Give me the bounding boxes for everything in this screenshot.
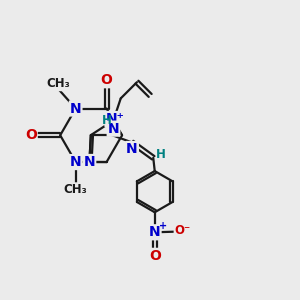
Text: N: N	[126, 142, 138, 156]
Text: N: N	[149, 225, 161, 239]
Text: N⁺: N⁺	[105, 112, 124, 126]
Text: CH₃: CH₃	[46, 77, 70, 90]
Text: N: N	[70, 101, 82, 116]
Text: O: O	[25, 128, 37, 142]
Text: O: O	[100, 73, 112, 87]
Text: +: +	[159, 221, 167, 231]
Text: O: O	[149, 249, 161, 263]
Text: N: N	[70, 155, 82, 169]
Text: O⁻: O⁻	[175, 224, 191, 237]
Text: N: N	[108, 122, 119, 136]
Text: H: H	[156, 148, 166, 161]
Text: H: H	[102, 115, 112, 128]
Text: N: N	[84, 155, 95, 169]
Text: CH₃: CH₃	[64, 183, 88, 196]
